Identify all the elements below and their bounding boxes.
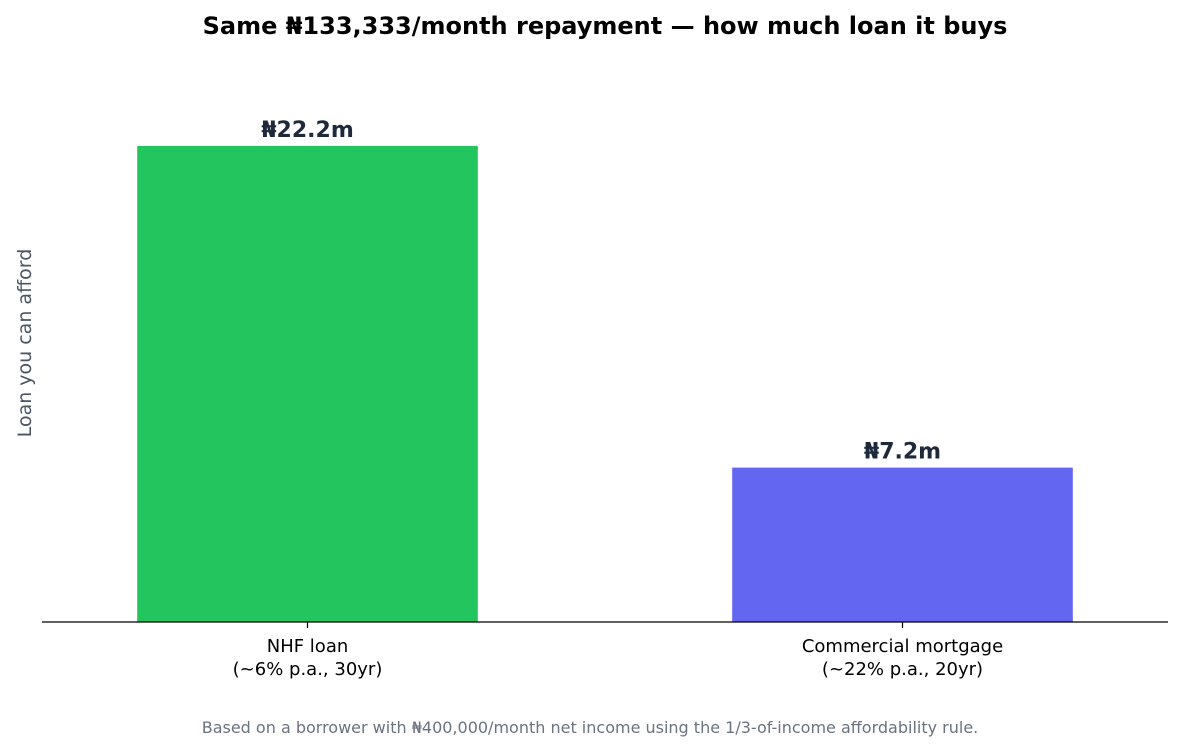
bar-value-label-1: ₦7.2m [864,440,941,465]
bar-0 [137,146,478,622]
bar-1 [732,467,1073,622]
footnote: Based on a borrower with ₦400,000/month … [201,718,979,737]
x-ticks-layer: NHF loan(~6% p.a., 30yr) Commercial mortg… [233,622,1003,680]
chart-title: Same ₦133,333/month repayment — how much… [202,12,1008,40]
x-tick-label-1-line-1: (~22% p.a., 20yr) [822,659,983,680]
x-tick-label-1-line-0: Commercial mortgage [802,636,1003,657]
bar-value-label-0: ₦22.2m [261,118,354,143]
x-tick-label-0-line-1: (~6% p.a., 30yr) [233,659,383,680]
x-tick-label-0-line-0: NHF loan [267,636,349,657]
bars-layer: ₦22.2m ₦7.2m [137,118,1073,622]
y-axis-label: Loan you can afford [14,249,36,438]
